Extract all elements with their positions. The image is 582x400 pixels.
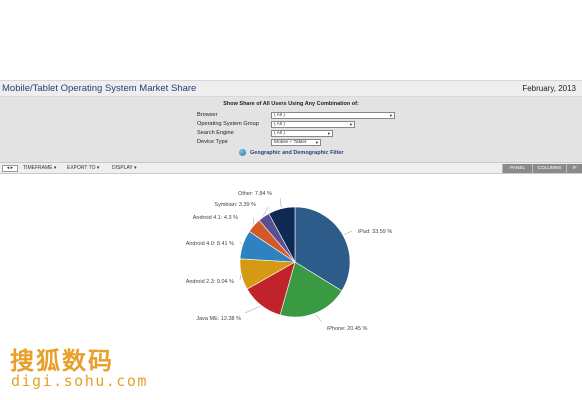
- if-button[interactable]: IF: [566, 164, 582, 173]
- filter-row-browser: Browser ( All ) ▾: [197, 111, 395, 119]
- toolbar: ◂ ▸ TIMEFRAME ▾ EXPORT TO ▾ DISPLAY ▾ PA…: [0, 163, 582, 174]
- columns-button[interactable]: COLUMNS: [532, 164, 566, 173]
- slice-leader-line: [263, 206, 269, 216]
- chevron-down-icon: ▾: [315, 139, 318, 145]
- slice-label: iPhone: 20.45 %: [327, 326, 367, 332]
- report-date: February, 2013: [522, 84, 576, 93]
- browser-label: Browser: [197, 112, 218, 118]
- slice-leader-line: [239, 241, 243, 245]
- watermark-url: digi.sohu.com: [11, 372, 148, 390]
- os-group-select[interactable]: ( All ) ▾: [271, 120, 355, 128]
- chevron-down-icon: ▾: [134, 165, 137, 171]
- slice-label: Symbian: 3.39 %: [214, 202, 256, 208]
- browser-select[interactable]: ( All ) ▾: [271, 111, 395, 119]
- geographic-filter-link[interactable]: Geographic and Demographic Filter: [239, 149, 344, 156]
- page-title: Mobile/Tablet Operating System Market Sh…: [2, 83, 197, 94]
- device-type-label: Device Type: [197, 139, 228, 145]
- timeframe-menu[interactable]: TIMEFRAME ▾: [23, 165, 57, 171]
- slice-label: Java ME: 12.38 %: [196, 316, 241, 322]
- slice-leader-line: [343, 230, 353, 235]
- os-group-label: Operating System Group: [197, 121, 259, 127]
- slice-leader-line: [279, 197, 282, 208]
- nav-arrows-button[interactable]: ◂ ▸: [2, 165, 18, 172]
- slice-label: Android 4.1: 4.3 %: [193, 215, 238, 221]
- watermark-logo: 搜狐数码: [10, 347, 114, 375]
- panel-button[interactable]: PANEL: [502, 164, 532, 173]
- pie-slice[interactable]: [279, 261, 343, 318]
- pie-chart: iPad: 33.59 % iPhone: 20.45 % Java ME: 12.…: [186, 191, 393, 332]
- chevron-down-icon: ▾: [327, 130, 330, 136]
- device-type-select[interactable]: Mobile + Tablet ▾: [271, 138, 321, 146]
- pie-slice[interactable]: [268, 206, 296, 263]
- slice-leader-line: [315, 314, 323, 323]
- display-menu[interactable]: DISPLAY ▾: [112, 165, 137, 171]
- slice-label: Android 2.3: 9.04 %: [186, 279, 234, 285]
- chevron-down-icon: ▾: [96, 165, 100, 171]
- pie-slice[interactable]: [294, 206, 351, 292]
- globe-icon: [239, 149, 246, 156]
- filter-panel: Show Share of All Users Using Any Combin…: [0, 97, 582, 163]
- filter-row-device-type: Device Type Mobile + Tablet ▾: [197, 138, 321, 146]
- chevron-down-icon: ▾: [53, 165, 57, 171]
- slice-leader-line: [252, 217, 255, 225]
- filter-heading: Show Share of All Users Using Any Combin…: [223, 101, 359, 107]
- filter-row-search-engine: Search Engine ( All ) ▾: [197, 129, 333, 137]
- slice-label: Other: 7.84 %: [238, 191, 272, 197]
- search-engine-label: Search Engine: [197, 130, 234, 136]
- slice-label: iPad: 33.59 %: [358, 229, 392, 235]
- title-bar: Mobile/Tablet Operating System Market Sh…: [0, 80, 582, 97]
- export-menu[interactable]: EXPORT TO ▾: [67, 165, 100, 171]
- slice-leader-line: [244, 305, 261, 314]
- chevron-down-icon: ▾: [389, 112, 392, 118]
- filter-row-os-group: Operating System Group ( All ) ▾: [197, 120, 355, 128]
- search-engine-select[interactable]: ( All ) ▾: [271, 129, 333, 137]
- chevron-down-icon: ▾: [349, 121, 352, 127]
- slice-label: Android 4.0: 8.41 %: [186, 241, 234, 247]
- geographic-filter-label: Geographic and Demographic Filter: [250, 149, 344, 156]
